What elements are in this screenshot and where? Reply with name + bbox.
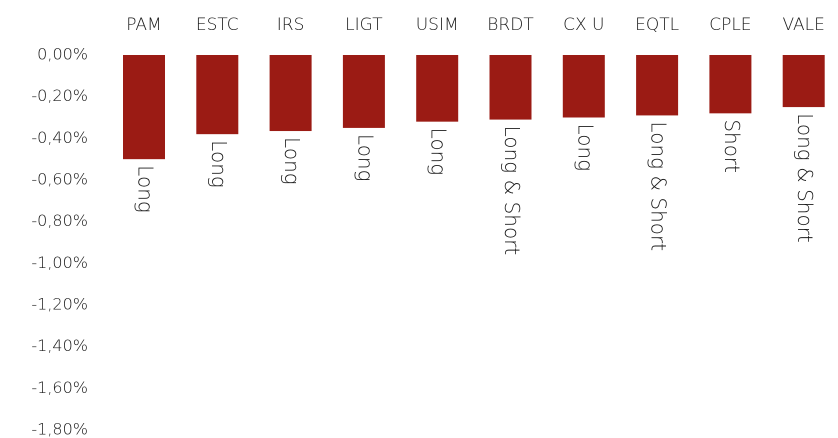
bar bbox=[269, 55, 312, 132]
y-tick-label: -1,40% bbox=[31, 336, 88, 355]
y-tick-label: 0,00% bbox=[37, 45, 88, 64]
bar bbox=[416, 55, 459, 122]
category-label: VALE bbox=[783, 15, 825, 35]
category-label: IRS bbox=[277, 15, 305, 35]
category-label: BRDT bbox=[487, 15, 534, 35]
bar bbox=[562, 55, 605, 118]
y-tick-label: -0,80% bbox=[31, 211, 88, 230]
bar bbox=[489, 55, 532, 120]
bar bbox=[782, 55, 825, 108]
bar bbox=[342, 55, 385, 128]
strategy-label: Long bbox=[280, 137, 304, 185]
y-tick-label: -0,40% bbox=[31, 128, 88, 147]
y-tick-label: -1,80% bbox=[31, 420, 88, 438]
y-tick-label: -1,00% bbox=[31, 253, 88, 272]
category-label: LIGT bbox=[345, 15, 383, 35]
y-tick-label: -1,60% bbox=[31, 378, 88, 397]
y-tick-label: -1,20% bbox=[31, 295, 88, 314]
strategy-label: Long bbox=[207, 140, 231, 188]
bar bbox=[196, 55, 239, 135]
category-label: PAM bbox=[126, 15, 161, 35]
strategy-label: Long & Short bbox=[793, 113, 817, 243]
category-label: EQTL bbox=[635, 15, 679, 35]
strategy-label: Long bbox=[573, 124, 597, 172]
bar bbox=[636, 55, 679, 116]
category-label: ESTC bbox=[196, 15, 239, 35]
strategy-label: Long & Short bbox=[647, 121, 671, 251]
bar bbox=[123, 55, 165, 160]
category-label: CPLE bbox=[709, 15, 751, 35]
category-label: CX U bbox=[563, 15, 604, 35]
y-tick-label: -0,60% bbox=[31, 170, 88, 189]
y-tick-label: -0,20% bbox=[31, 86, 88, 105]
strategy-label: Short bbox=[720, 119, 744, 173]
strategy-label: Long bbox=[353, 134, 377, 182]
category-label: USIM bbox=[416, 15, 459, 35]
strategy-label: Long & Short bbox=[500, 126, 524, 256]
strategy-label: Long bbox=[134, 165, 158, 213]
bar bbox=[709, 55, 752, 114]
strategy-label: Long bbox=[427, 128, 451, 176]
